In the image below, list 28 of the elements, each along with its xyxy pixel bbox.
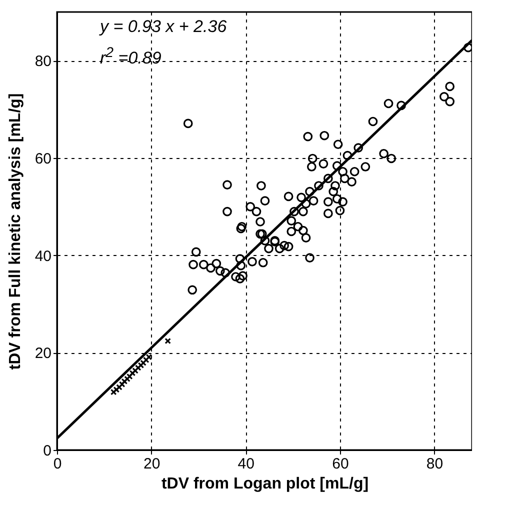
- point: [126, 373, 133, 380]
- annotation: y = 0.93 x + 2.36: [100, 16, 227, 38]
- y-tick-label: 60: [34, 150, 52, 168]
- point: [121, 378, 128, 385]
- point: [113, 386, 120, 393]
- y-axis-title: tDV from Full kinetic analysis [mL/g]: [6, 93, 24, 370]
- x-axis-title: tDV from Logan plot [mL/g]: [161, 476, 369, 492]
- x-tick-label: 20: [143, 456, 160, 472]
- x-tick-label: 40: [238, 456, 254, 472]
- point: [164, 338, 171, 344]
- point: [146, 354, 152, 360]
- point: [129, 370, 136, 376]
- y-tick-label: 0: [43, 442, 52, 460]
- point: [116, 384, 122, 390]
- point: [124, 376, 130, 382]
- y-tick-label: 20: [34, 345, 52, 362]
- point: [134, 364, 142, 371]
- x-tick-label: 0: [53, 456, 62, 472]
- point: [140, 360, 146, 366]
- point: [110, 388, 117, 396]
- point: [118, 381, 126, 388]
- x-tick-label: 80: [426, 456, 444, 472]
- x-tick-label: 60: [332, 456, 349, 472]
- y-tick-label: 80: [34, 53, 52, 70]
- point: [142, 356, 150, 364]
- y-tick-label: 40: [34, 248, 52, 265]
- point: [132, 368, 138, 374]
- point: [138, 362, 144, 368]
